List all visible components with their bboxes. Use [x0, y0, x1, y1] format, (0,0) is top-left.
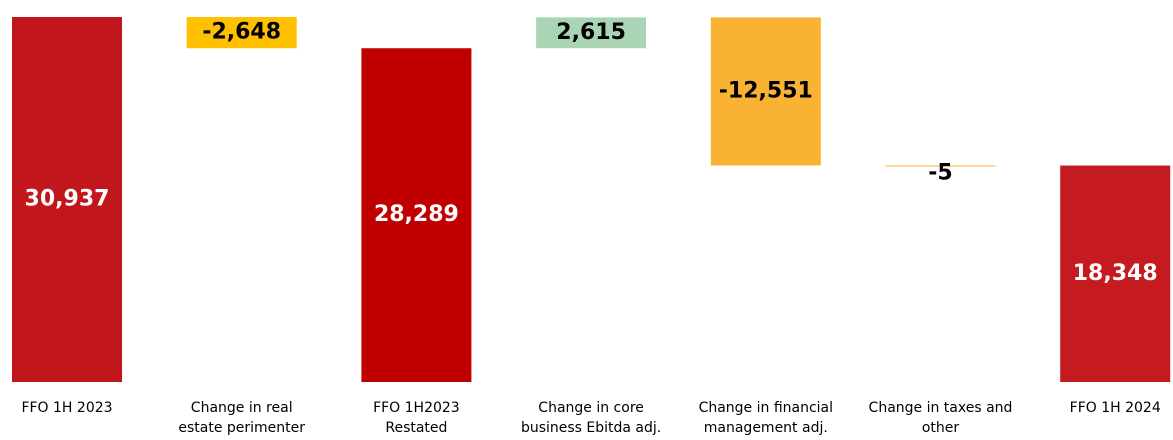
bar [885, 165, 996, 167]
value-label: 28,289 [374, 202, 459, 227]
bar [710, 17, 821, 166]
x-tick-label: business Ebitda adj. [521, 420, 661, 436]
x-tick-label: Change in core [538, 400, 644, 416]
value-label: -12,551 [719, 78, 813, 103]
x-tick-label: other [922, 420, 960, 436]
x-tick-label: FFO 1H 2024 [1070, 400, 1161, 416]
x-tick-label: Change in financial [699, 400, 833, 416]
x-tick-label: Restated [385, 420, 447, 436]
x-tick-label: Change in taxes and [869, 400, 1013, 416]
x-tick-label: estate perimenter [178, 420, 305, 436]
x-tick-label: Change in real [191, 400, 293, 416]
bar [186, 17, 297, 49]
bar [1060, 165, 1171, 382]
x-tick-label: FFO 1H 2023 [21, 400, 112, 416]
bar [12, 17, 122, 382]
value-label: 2,615 [556, 20, 626, 45]
value-label: -2,648 [202, 20, 281, 45]
bar [536, 17, 647, 49]
value-label: -5 [928, 161, 952, 186]
bar [361, 48, 472, 383]
value-label: 18,348 [1073, 261, 1158, 286]
x-tick-label: management adj. [704, 420, 828, 436]
x-tick-label: FFO 1H2023 [373, 400, 460, 416]
value-label: 30,937 [25, 187, 110, 212]
